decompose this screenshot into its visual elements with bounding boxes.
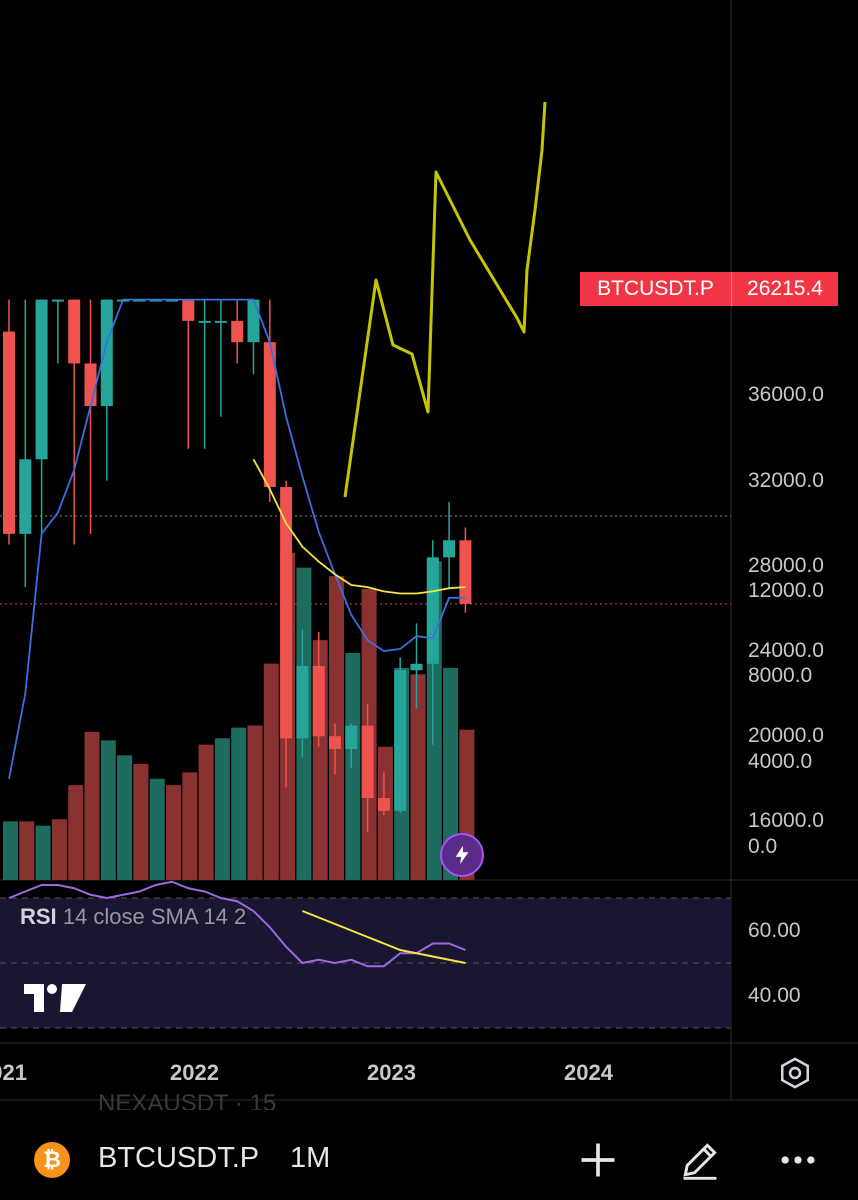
- settings-icon[interactable]: [778, 1056, 812, 1090]
- candle-body: [231, 320, 244, 343]
- chart-canvas[interactable]: [0, 0, 858, 1110]
- candle-body: [100, 299, 113, 407]
- candle-body: [35, 299, 48, 460]
- more-icon[interactable]: [776, 1138, 820, 1182]
- rsi-tick-label: 40.00: [748, 983, 801, 1007]
- candle-body: [443, 540, 456, 558]
- bolt-icon[interactable]: [440, 833, 484, 877]
- timeframe-selector[interactable]: 1M: [290, 1142, 331, 1174]
- candle-body: [280, 487, 293, 739]
- candle-body: [361, 725, 374, 799]
- candle-body: [410, 663, 423, 671]
- badge-price: 26215.4: [731, 272, 838, 306]
- drawing-annotation: [343, 101, 547, 498]
- volume-bar: [345, 652, 361, 880]
- candle-body: [149, 299, 162, 302]
- candle-body: [394, 670, 407, 811]
- candle-body: [263, 342, 276, 488]
- volume-tick-label: 4000.0: [748, 749, 813, 773]
- rsi-sma-line: [302, 910, 466, 964]
- pen-icon[interactable]: [678, 1138, 722, 1182]
- price-tick-label: 28000.0: [748, 553, 824, 577]
- volume-bar: [247, 725, 263, 880]
- badge-symbol: BTCUSDT.P: [597, 277, 714, 300]
- candle-body: [296, 665, 309, 739]
- price-tick-label: 16000.0: [748, 809, 824, 833]
- ma-slow-line: [252, 458, 466, 595]
- bottom-toolbar: [0, 1110, 858, 1200]
- rsi-legend[interactable]: RSI 14 close SMA 14 2: [20, 904, 246, 930]
- rsi-tick-label: 60.00: [748, 918, 801, 942]
- volume-tick-label: 8000.0: [748, 664, 813, 688]
- volume-bar: [182, 772, 198, 880]
- candle-body: [329, 736, 341, 750]
- candle-body: [426, 557, 439, 664]
- candle-body: [19, 459, 32, 534]
- price-tick-label: 20000.0: [748, 724, 824, 748]
- volume-bar: [377, 746, 393, 880]
- candle-body: [182, 299, 195, 321]
- time-tick-label: 2021: [0, 1060, 27, 1085]
- volume-bar: [410, 674, 426, 880]
- candle-body: [3, 331, 15, 534]
- moving-averages: [8, 298, 466, 780]
- candle-body: [247, 299, 260, 343]
- volume-bar: [35, 825, 51, 880]
- volume-bar: [19, 821, 35, 880]
- candle-body: [214, 320, 227, 323]
- ma-fast-line: [8, 298, 466, 780]
- price-tick-label: 36000.0: [748, 383, 824, 407]
- volume-bar: [117, 755, 133, 880]
- volume-bar: [166, 785, 181, 880]
- rsi-params: 14 close SMA 14 2: [62, 904, 247, 929]
- plus-icon[interactable]: [576, 1138, 620, 1182]
- symbol-selector[interactable]: BTCUSDT.P: [98, 1142, 260, 1174]
- volume-bar: [263, 663, 279, 880]
- volume-tick-label: 12000.0: [748, 579, 824, 603]
- volume-bar: [443, 667, 459, 880]
- candle-body: [133, 299, 146, 302]
- volume-bar: [214, 738, 230, 880]
- rsi-name: RSI: [20, 904, 57, 929]
- bitcoin-icon[interactable]: ₿: [34, 1142, 70, 1178]
- tradingview-logo: [24, 984, 86, 1012]
- zigzag-annotation: [343, 101, 547, 498]
- volume-bar: [3, 821, 18, 880]
- candle-body: [166, 299, 178, 302]
- rsi-line: [8, 880, 466, 968]
- volume-bar: [198, 744, 214, 880]
- candle-body: [68, 299, 81, 364]
- candle-body: [84, 363, 97, 407]
- price-tick-label: 32000.0: [748, 468, 824, 492]
- candle-body: [51, 299, 64, 302]
- candle-body: [312, 665, 325, 737]
- candle-body: [459, 540, 472, 604]
- volume-bar: [51, 819, 67, 880]
- price-tick-label: 24000.0: [748, 639, 824, 663]
- volume-bar: [68, 785, 84, 880]
- last-price-badge: BTCUSDT.P 26215.4: [580, 272, 838, 306]
- candle-body: [377, 798, 390, 811]
- volume-bar: [100, 740, 116, 880]
- volume-bar: [329, 576, 344, 880]
- candle-body: [198, 320, 211, 323]
- price-candles: [3, 299, 472, 833]
- volume-bar: [231, 727, 247, 880]
- volume-tick-label: 0.0: [748, 835, 778, 858]
- volume-bar: [149, 778, 165, 880]
- time-tick-label: 2022: [170, 1060, 219, 1085]
- rsi-pane: [0, 880, 731, 1029]
- volume-bar: [84, 731, 100, 880]
- time-tick-label: 2024: [564, 1060, 613, 1085]
- time-tick-label: 2023: [367, 1060, 416, 1085]
- volume-bar: [133, 763, 149, 880]
- candle-body: [345, 725, 358, 750]
